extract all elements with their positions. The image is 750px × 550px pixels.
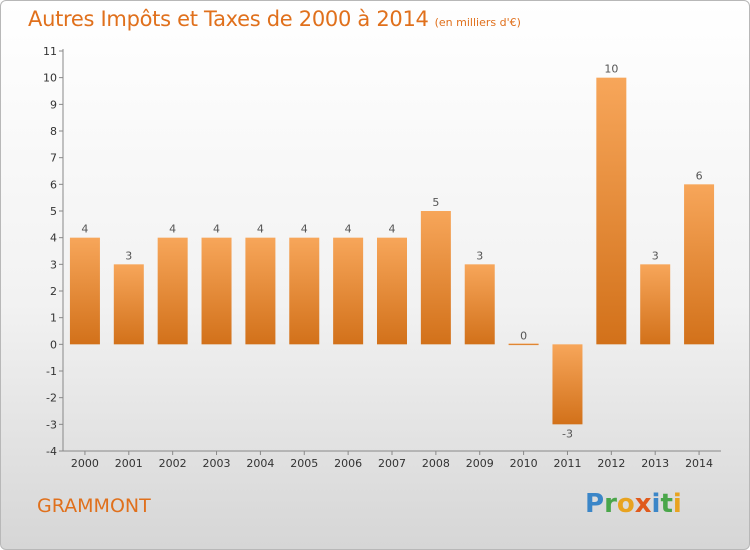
y-tick-label: 7 <box>50 152 57 165</box>
y-tick-label: -1 <box>46 365 57 378</box>
x-tick-label: 2008 <box>422 457 450 470</box>
logo-letter: i <box>651 489 661 519</box>
y-tick-label: 0 <box>50 338 57 351</box>
y-tick-label: 10 <box>43 72 57 85</box>
bar-2014 <box>684 184 715 345</box>
data-label-2005: 4 <box>301 223 308 236</box>
x-tick-label: 2006 <box>334 457 362 470</box>
logo-letter: r <box>604 489 617 519</box>
bar-2007 <box>377 237 407 345</box>
data-label-2006: 4 <box>345 223 352 236</box>
bar-2005 <box>289 237 320 345</box>
y-tick-label: 2 <box>50 285 57 298</box>
bar-2013 <box>640 264 671 345</box>
data-label-2003: 4 <box>213 223 220 236</box>
data-label-2011: -3 <box>562 427 573 440</box>
x-tick-label: 2002 <box>159 457 187 470</box>
x-tick-label: 2003 <box>203 457 231 470</box>
data-label-2000: 4 <box>81 223 88 236</box>
chart-subtitle: (en milliers d'€) <box>434 16 521 29</box>
chart-title: Autres Impôts et Taxes de 2000 à 2014 (en… <box>28 7 521 31</box>
bar-2003 <box>201 237 232 345</box>
data-label-2013: 3 <box>652 249 659 262</box>
bar-2006 <box>333 237 364 345</box>
y-tick-label: 3 <box>50 258 57 271</box>
bar-2001 <box>113 264 144 345</box>
bar-2000 <box>69 237 100 345</box>
x-tick-label: 2014 <box>685 457 713 470</box>
x-tick-label: 2001 <box>115 457 143 470</box>
x-tick-label: 2005 <box>290 457 318 470</box>
y-tick-label: 1 <box>50 312 57 325</box>
x-tick-label: 2009 <box>466 457 494 470</box>
logo-letter: i <box>672 489 682 519</box>
x-tick-label: 2010 <box>510 457 538 470</box>
data-label-2012: 10 <box>604 63 618 76</box>
x-tick-label: 2000 <box>71 457 99 470</box>
bar-2004 <box>245 237 276 345</box>
bar-2009 <box>464 264 495 345</box>
x-tick-label: 2011 <box>553 457 581 470</box>
data-label-2001: 3 <box>125 249 132 262</box>
logo-letter: P <box>585 489 605 519</box>
data-label-2009: 3 <box>476 249 483 262</box>
y-tick-label: 11 <box>43 45 57 58</box>
bar-2010 <box>508 343 539 346</box>
bar-2002 <box>157 237 188 345</box>
y-tick-label: 4 <box>50 232 57 245</box>
data-label-2004: 4 <box>257 223 264 236</box>
y-tick-label: -4 <box>46 445 57 458</box>
data-label-2008: 5 <box>432 196 439 209</box>
y-tick-label: 6 <box>50 178 57 191</box>
data-label-2014: 6 <box>696 169 703 182</box>
bar-2012 <box>596 77 627 345</box>
bar-2008 <box>420 211 451 345</box>
data-label-2002: 4 <box>169 223 176 236</box>
chart-title-text: Autres Impôts et Taxes de 2000 à 2014 <box>28 7 429 31</box>
x-tick-label: 2012 <box>597 457 625 470</box>
logo-letter: x <box>634 489 652 519</box>
logo-letter: o <box>616 489 635 519</box>
bars <box>69 77 715 425</box>
axes: -4 -3 -2 -1 0 1 2 3 4 5 6 7 8 9 10 11 2000 2001 2002 2003 20… <box>43 45 721 470</box>
data-label-2010: 0 <box>520 329 527 342</box>
x-tick-label: 2013 <box>641 457 669 470</box>
y-tick-label: 5 <box>50 205 57 218</box>
town-name: GRAMMONT <box>37 495 151 517</box>
data-label-2007: 4 <box>389 223 396 236</box>
data-labels: 4 3 4 4 4 4 4 4 5 3 0 -3 10 3 6 <box>81 63 702 441</box>
bar-2011 <box>552 344 583 425</box>
logo-letter: t <box>660 489 673 519</box>
y-tick-label: 9 <box>50 98 57 111</box>
x-tick-label: 2004 <box>246 457 274 470</box>
proxiti-logo: Proxiti <box>585 489 682 519</box>
y-tick-label: -2 <box>46 392 57 405</box>
y-tick-label: 8 <box>50 125 57 138</box>
y-tick-label: -3 <box>46 418 57 431</box>
x-tick-label: 2007 <box>378 457 406 470</box>
